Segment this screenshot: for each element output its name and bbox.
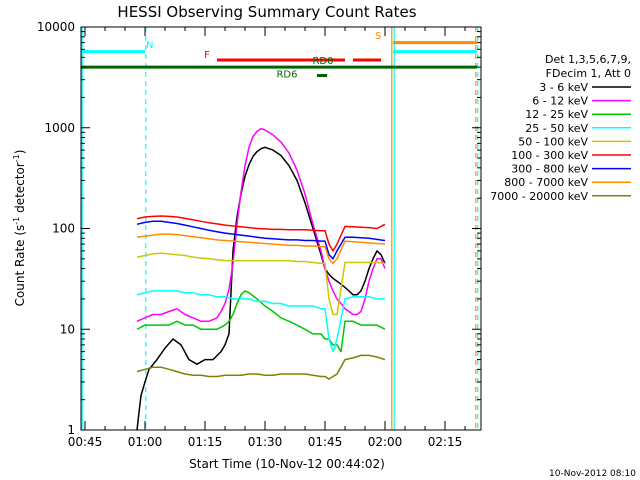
x-tick-label-2: 01:15 [188,435,223,449]
axes: 1 10 100 1000 10000 00:45 01:00 01:15 01:30 01:45… [37,20,481,449]
series-line-7 [136,233,386,265]
legend-header-line1: Det 1,3,5,6,7,9, [545,53,631,66]
x-tick-label-0: 00:45 [68,435,103,449]
y-tick-label-3: 1000 [44,121,75,135]
plot-frame [80,26,482,431]
x-tick-label-4: 01:45 [308,435,343,449]
y-tick-label-2: 100 [52,222,75,236]
legend-label-3: 25 - 50 keV [525,122,588,135]
x-tick-label-1: 01:00 [128,435,163,449]
footer-timestamp: 10-Nov-2012 08:10 [549,469,636,479]
y-axis-label: Count Rate (s-1 detector-1) [12,150,27,307]
series-line-5 [136,215,386,252]
y-tick-label-0: 1 [67,423,75,437]
legend-header-line2: FDecim 1, Att 0 [546,67,631,80]
legend-label-4: 50 - 100 keV [518,135,588,148]
x-tick-label-5: 02:00 [368,435,403,449]
flag-label-0: N [146,40,153,51]
series-line-8 [136,354,386,380]
legend-label-5: 100 - 300 keV [511,149,588,162]
y-axis-label-part3: ) [13,150,27,155]
series-line-4 [136,252,386,316]
plot-area: N S F RD0 RD6 [81,27,479,431]
series-line-6 [136,220,386,260]
y-axis-label-part1: Count Rate (s [13,225,27,307]
legend-label-0: 3 - 6 keV [539,81,588,94]
legend-label-7: 800 - 7000 keV [504,176,588,189]
legend: Det 1,3,5,6,7,9, FDecim 1, Att 0 3 - 6 k… [490,53,631,203]
series-line-0 [136,146,386,431]
series-line-3 [136,290,385,353]
flag-label-4: RD0 [312,56,333,67]
series-line-2 [136,290,386,353]
y-tick-label-1: 10 [60,322,75,336]
series-line-1 [136,127,386,323]
chart-title: HESSI Observing Summary Count Rates [117,3,416,21]
flag-label-5: RD6 [276,70,297,81]
flag-label-1: S [375,31,381,42]
y-tick-label-4: 10000 [37,20,75,34]
y-axis-label-part2: detector [13,162,27,217]
y-axis-label-sup1: -1 [12,217,21,225]
legend-label-8: 7000 - 20000 keV [490,190,588,203]
y-axis-label-sup2: -1 [12,154,21,162]
legend-label-6: 300 - 800 keV [511,163,588,176]
x-tick-label-3: 01:30 [248,435,283,449]
x-tick-label-6: 02:15 [428,435,463,449]
legend-label-2: 12 - 25 keV [525,108,588,121]
flag-label-3: F [204,50,210,61]
x-axis-label: Start Time (10-Nov-12 00:44:02) [189,457,385,471]
legend-label-1: 6 - 12 keV [532,95,588,108]
